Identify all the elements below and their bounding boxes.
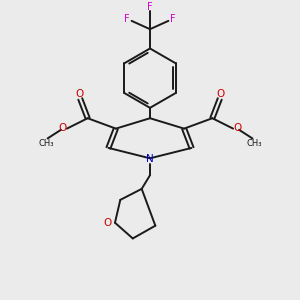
- Text: O: O: [75, 88, 83, 99]
- Text: F: F: [170, 14, 176, 24]
- Text: O: O: [104, 218, 112, 228]
- Text: N: N: [146, 154, 154, 164]
- Text: O: O: [234, 123, 242, 133]
- Text: F: F: [147, 2, 153, 12]
- Text: CH₃: CH₃: [38, 139, 54, 148]
- Text: O: O: [217, 88, 225, 99]
- Text: O: O: [58, 123, 66, 133]
- Text: F: F: [124, 14, 130, 24]
- Text: CH₃: CH₃: [246, 139, 262, 148]
